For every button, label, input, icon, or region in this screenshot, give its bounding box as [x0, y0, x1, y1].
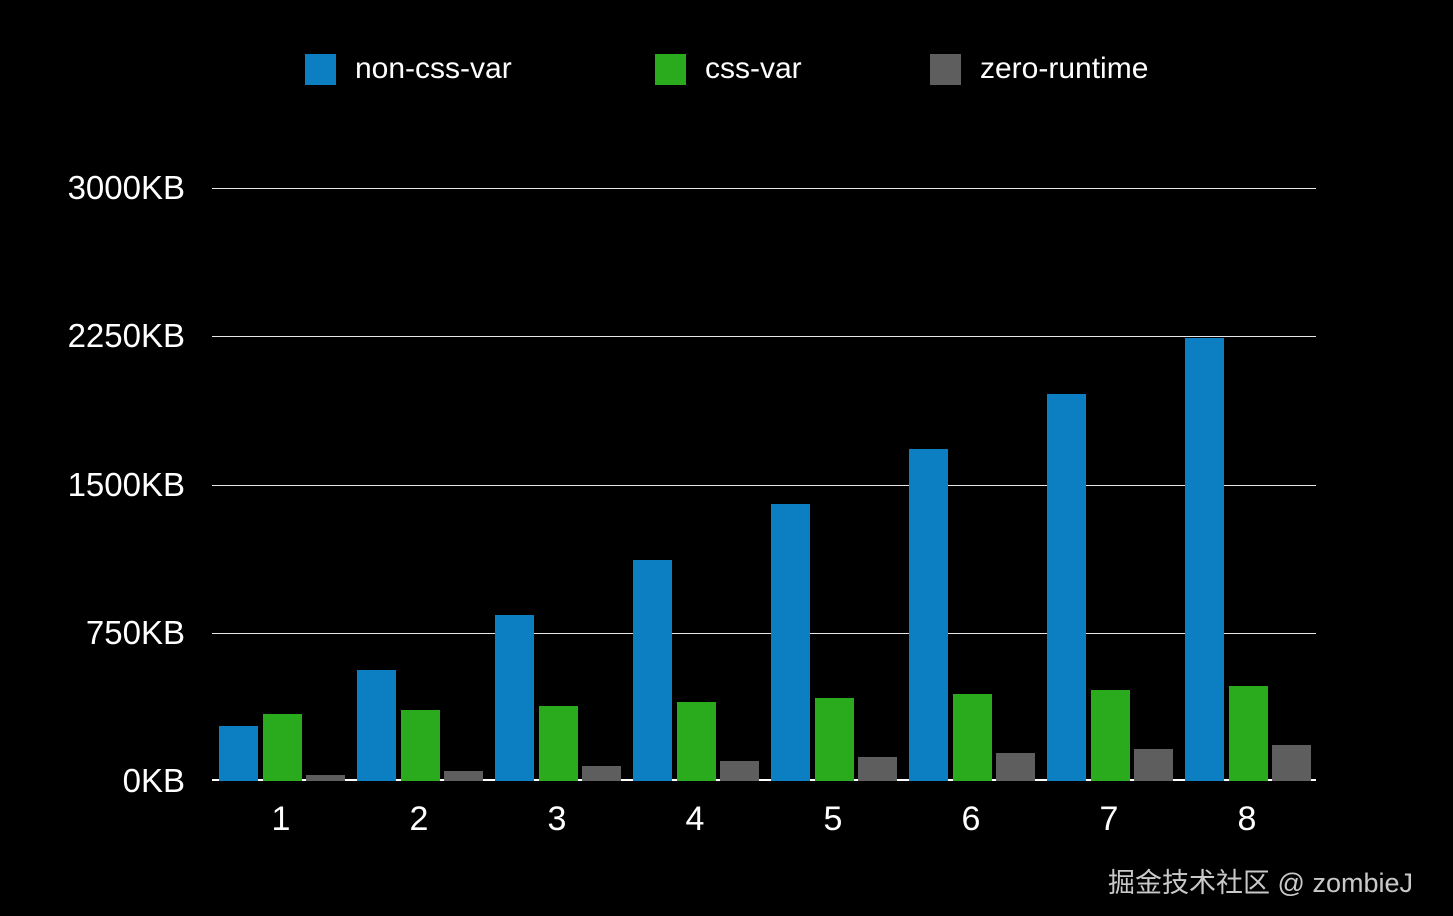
- bar-css-var-group-8: [1228, 686, 1268, 781]
- legend-item-css-var: css-var: [655, 52, 802, 86]
- y-axis-tick-label: 750KB: [85, 613, 185, 651]
- watermark: 掘金技术社区 @ zombieJ: [1108, 868, 1413, 898]
- legend-item-zero-runtime: zero-runtime: [930, 52, 1148, 86]
- y-axis-tick-label: 0KB: [122, 762, 185, 799]
- bar-css-var-group-1: [262, 714, 302, 781]
- bar-zero-runtime-group-1: [306, 775, 345, 781]
- gridline: [212, 336, 1316, 337]
- bar-zero-runtime-group-8: [1272, 745, 1311, 781]
- bar-non-css-var-group-1: [219, 726, 258, 781]
- bar-zero-runtime-group-2: [444, 771, 483, 781]
- y-axis-tick-label: 3000KB: [67, 169, 185, 206]
- bar-non-css-var-group-7: [1047, 394, 1086, 781]
- bar-zero-runtime-group-7: [1134, 749, 1173, 781]
- chart-plot-area: [212, 188, 1316, 781]
- bar-non-css-var-group-4: [633, 560, 672, 781]
- x-axis-label: 7: [1099, 800, 1119, 838]
- x-axis-label: 4: [685, 800, 705, 838]
- x-axis-label: 2: [409, 800, 429, 838]
- legend-label: css-var: [705, 52, 802, 85]
- bar-non-css-var-group-2: [357, 670, 396, 781]
- bar-css-var-group-2: [400, 710, 440, 781]
- bar-css-var-group-5: [814, 698, 854, 781]
- legend-label: zero-runtime: [980, 52, 1149, 85]
- bar-zero-runtime-group-3: [582, 766, 621, 781]
- bar-zero-runtime-group-5: [858, 757, 897, 781]
- x-axis-label: 8: [1237, 800, 1257, 838]
- x-axis-label: 3: [547, 800, 567, 838]
- legend: non-css-var css-var zero-runtime: [0, 52, 1453, 86]
- x-axis-label: 1: [271, 800, 291, 838]
- legend-swatch-css-var: [655, 53, 686, 85]
- gridline: [212, 188, 1316, 189]
- legend-item-non-css-var: non-css-var: [305, 52, 512, 86]
- bar-non-css-var-group-6: [909, 449, 948, 781]
- bar-css-var-group-4: [676, 702, 716, 781]
- y-axis-tick-label: 1500KB: [67, 465, 185, 503]
- bar-zero-runtime-group-4: [720, 761, 759, 781]
- legend-label: non-css-var: [355, 52, 512, 85]
- bar-css-var-group-3: [538, 706, 578, 781]
- bar-non-css-var-group-3: [495, 615, 534, 781]
- x-axis-label: 6: [961, 800, 981, 838]
- gridline: [212, 633, 1316, 634]
- bar-css-var-group-7: [1090, 690, 1130, 781]
- x-axis-baseline: [212, 779, 1316, 781]
- legend-swatch-non-css-var: [305, 53, 336, 85]
- bar-css-var-group-6: [952, 694, 992, 781]
- x-axis-label: 5: [823, 800, 843, 838]
- bar-non-css-var-group-8: [1185, 338, 1224, 781]
- gridline: [212, 485, 1316, 486]
- legend-swatch-zero-runtime: [930, 53, 961, 85]
- bar-zero-runtime-group-6: [996, 753, 1035, 781]
- y-axis-tick-label: 2250KB: [67, 317, 185, 355]
- bar-non-css-var-group-5: [771, 504, 810, 781]
